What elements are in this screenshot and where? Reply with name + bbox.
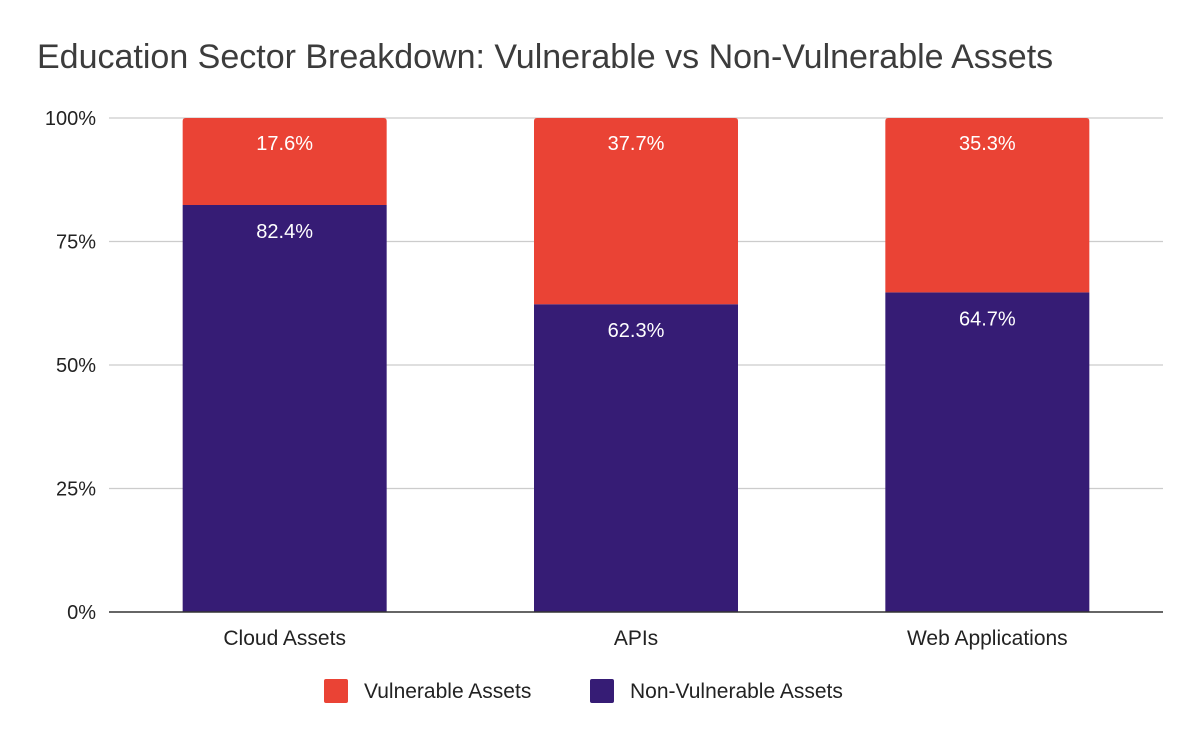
chart-title: Education Sector Breakdown: Vulnerable v… bbox=[37, 38, 1054, 76]
legend-swatch bbox=[324, 679, 348, 703]
y-tick-label: 100% bbox=[45, 108, 96, 130]
legend-swatch bbox=[590, 679, 614, 703]
y-tick-label: 0% bbox=[67, 602, 96, 624]
x-tick-label: APIs bbox=[614, 627, 658, 650]
y-tick-label: 25% bbox=[56, 479, 96, 501]
data-label-vulnerable: 17.6% bbox=[256, 133, 313, 155]
y-tick-label: 75% bbox=[56, 232, 96, 254]
bar-vulnerable bbox=[534, 118, 738, 305]
bar-non-vulnerable bbox=[885, 292, 1090, 612]
bars-layer bbox=[182, 118, 1090, 612]
bar-vulnerable bbox=[885, 118, 1090, 293]
bar-non-vulnerable bbox=[182, 204, 387, 612]
x-tick-label: Web Applications bbox=[907, 627, 1068, 650]
bar-vulnerable bbox=[182, 118, 387, 205]
data-label-vulnerable: 37.7% bbox=[608, 133, 665, 155]
legend-label: Vulnerable Assets bbox=[364, 680, 531, 703]
axis-layer: 0% 25% 50% 75% 100% Cloud Assets APIs Web Appli… bbox=[45, 108, 1163, 650]
data-label-non-vulnerable: 64.7% bbox=[959, 308, 1016, 330]
bar-non-vulnerable bbox=[534, 304, 738, 612]
legend-label: Non-Vulnerable Assets bbox=[630, 680, 843, 703]
labels-layer: 82.4% 17.6% 62.3% 37.7% 64.7% 35.3% bbox=[256, 133, 1016, 342]
data-label-non-vulnerable: 82.4% bbox=[256, 221, 313, 243]
data-label-non-vulnerable: 62.3% bbox=[608, 320, 665, 342]
legend: Vulnerable Assets Non-Vulnerable Assets bbox=[324, 679, 843, 703]
x-tick-label: Cloud Assets bbox=[223, 627, 346, 650]
y-tick-label: 50% bbox=[56, 355, 96, 377]
data-label-vulnerable: 35.3% bbox=[959, 133, 1016, 155]
